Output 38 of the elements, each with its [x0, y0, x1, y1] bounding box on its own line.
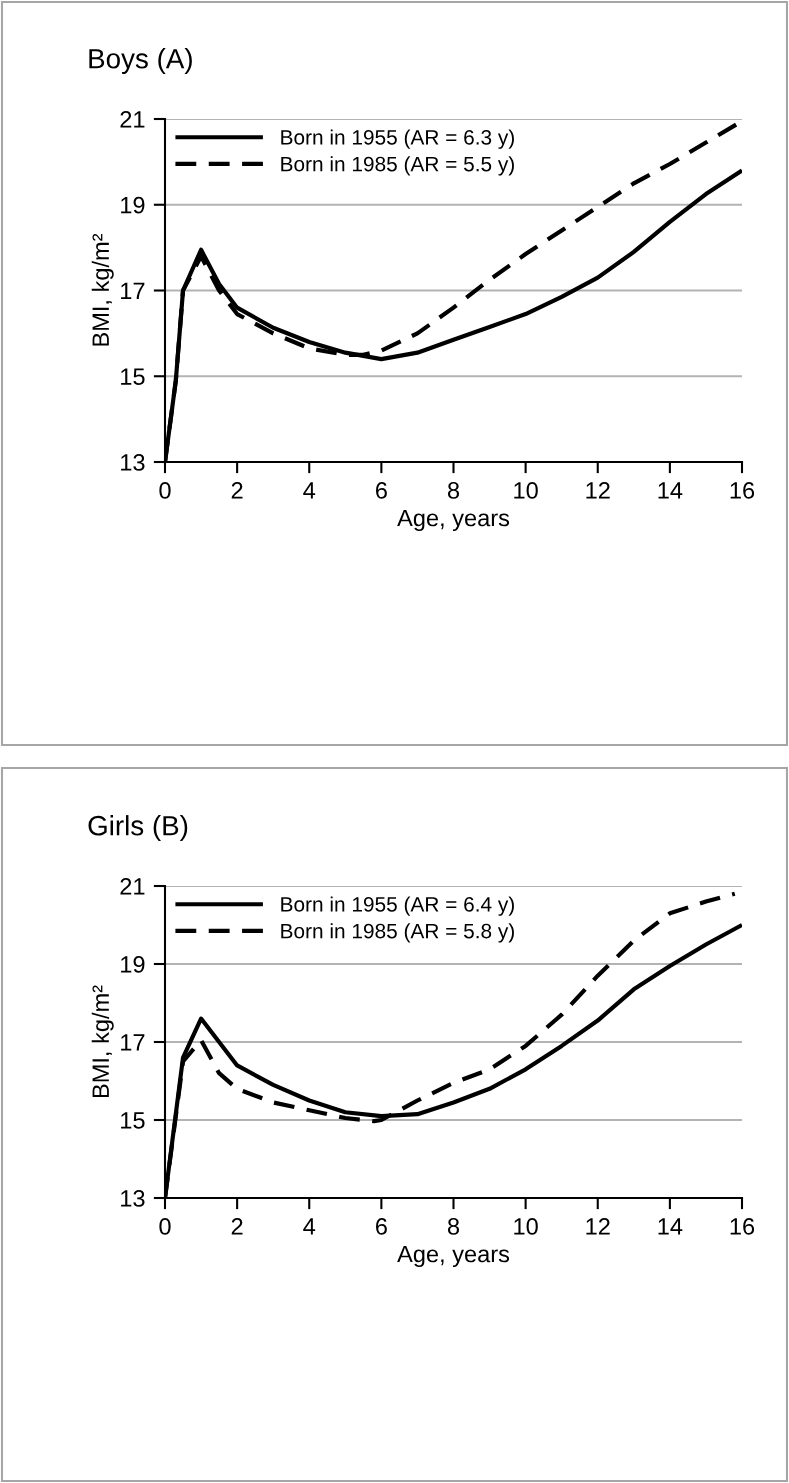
y-tick-label: 13 [121, 1190, 145, 1207]
x-tick-label: 16 [730, 1218, 755, 1235]
y-tick-label: 21 [120, 878, 145, 895]
x-tick-label: 8 [447, 482, 460, 499]
x-tick-label: 12 [586, 1218, 610, 1235]
x-axis-title: Age, years [397, 509, 510, 532]
x-tick-label: 16 [730, 482, 755, 499]
y-tick-label: 17 [121, 282, 145, 300]
x-tick-label: 0 [159, 482, 171, 499]
y-tick-label: 13 [121, 454, 145, 471]
x-tick-label: 4 [303, 1218, 316, 1235]
x-tick-label: 6 [376, 1218, 387, 1235]
y-axis-title: BMI, kg/m² [91, 985, 114, 1098]
y-tick-label: 21 [120, 111, 145, 128]
x-tick-label: 10 [514, 482, 538, 499]
x-tick-label: 14 [658, 482, 683, 499]
chart-title: Girls (B) [88, 815, 188, 841]
x-tick-label: 12 [586, 482, 610, 499]
chart-title: Boys (A) [89, 48, 192, 74]
x-axis-title: Age, years [397, 1245, 510, 1268]
x-tick-label: 8 [447, 1218, 460, 1235]
x-tick-label: 10 [514, 1218, 538, 1235]
x-tick-label: 0 [159, 1218, 171, 1235]
x-tick-label: 4 [303, 482, 316, 499]
y-axis-title: BMI, kg/m² [91, 233, 114, 346]
y-tick-label: 17 [121, 1034, 145, 1051]
y-tick-label: 19 [121, 956, 145, 973]
legend-label: Born in 1955 (AR = 6.3 y) [281, 129, 514, 149]
x-tick-label: 2 [231, 1218, 243, 1235]
y-tick-label: 15 [121, 368, 145, 386]
legend-label: Born in 1985 (AR = 5.5 y) [281, 156, 514, 176]
x-tick-label: 2 [231, 482, 243, 499]
x-tick-label: 14 [658, 1218, 683, 1235]
legend-label: Born in 1955 (AR = 6.4 y) [281, 896, 514, 916]
y-tick-label: 19 [121, 196, 145, 214]
legend-label: Born in 1985 (AR = 5.8 y) [281, 923, 514, 943]
y-tick-label: 15 [121, 1112, 145, 1129]
x-tick-label: 6 [376, 482, 387, 499]
